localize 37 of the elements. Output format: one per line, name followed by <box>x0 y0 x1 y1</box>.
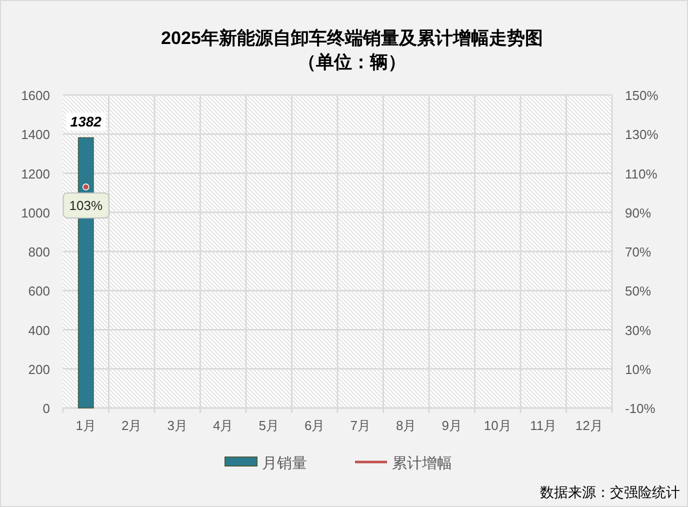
x-tick-label: 5月 <box>258 418 279 433</box>
y2-tick-label: 70% <box>625 244 652 260</box>
x-tick-label: 1月 <box>76 418 96 433</box>
x-tick-label: 3月 <box>167 418 188 433</box>
x-tick-label: 9月 <box>442 418 462 433</box>
x-tick-label: 4月 <box>213 418 234 433</box>
y2-tick-label: -10% <box>625 401 656 416</box>
y2-tick-label: 150% <box>625 88 659 103</box>
legend-label: 累计增幅 <box>392 455 452 472</box>
data-label: 103% <box>69 198 103 213</box>
y-tick-label: 0 <box>42 401 50 416</box>
y-tick-label: 1200 <box>21 166 50 182</box>
y2-tick-label: 110% <box>625 166 658 182</box>
x-tick-label: 8月 <box>396 418 416 433</box>
y2-tick-label: 50% <box>625 284 652 299</box>
x-tick-label: 7月 <box>350 418 370 433</box>
data-label: 1382 <box>70 114 102 130</box>
y-tick-label: 800 <box>28 244 50 260</box>
y-tick-label: 400 <box>28 322 50 338</box>
x-tick-label: 12月 <box>575 418 603 433</box>
y-tick-label: 1000 <box>21 205 50 220</box>
x-tick-label: 11月 <box>530 418 557 433</box>
y-tick-label: 600 <box>28 284 50 299</box>
x-tick-label: 2月 <box>122 418 142 433</box>
y2-tick-label: 130% <box>625 127 659 142</box>
x-tick-label: 10月 <box>484 418 512 433</box>
source-note: 数据来源：交强险统计 <box>540 484 680 500</box>
y2-tick-label: 90% <box>625 205 652 220</box>
x-tick-label: 6月 <box>304 418 325 433</box>
chart-subtitle: （单位：辆） <box>298 52 406 72</box>
y-tick-label: 1400 <box>21 127 50 142</box>
y-tick-label: 200 <box>28 362 50 377</box>
y2-tick-label: 10% <box>625 362 652 377</box>
legend-label: 月销量 <box>262 455 307 472</box>
chart-title: 2025年新能源自卸车终端销量及累计增幅走势图 <box>160 28 544 48</box>
y2-tick-label: 30% <box>625 322 652 338</box>
y-tick-label: 1600 <box>21 88 50 103</box>
